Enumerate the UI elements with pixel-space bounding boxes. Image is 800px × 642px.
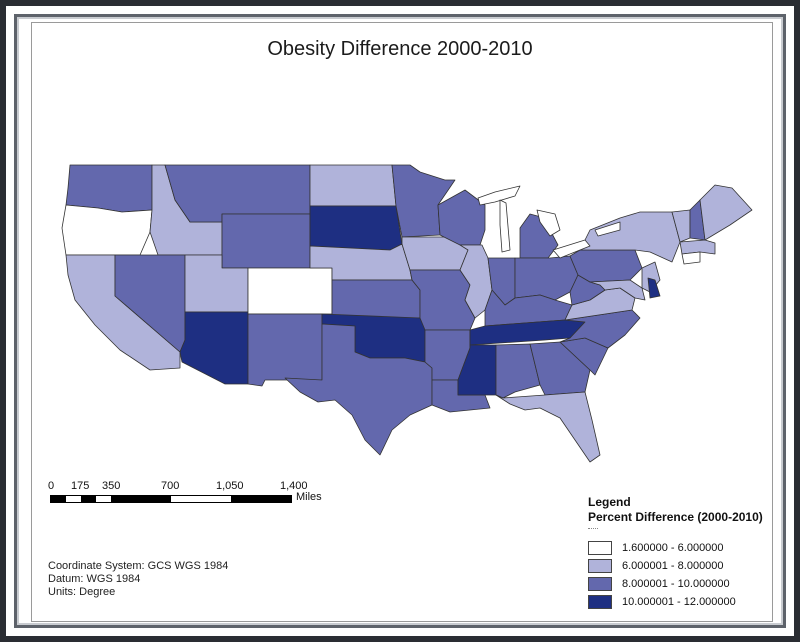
state-oregon	[61, 204, 153, 256]
scale-segment	[171, 496, 231, 502]
scale-tick-label: 175	[71, 480, 90, 492]
state-illinois	[459, 244, 493, 319]
lake-shape	[552, 239, 591, 259]
legend: Legend Percent Difference (2000-2010) 1.…	[588, 495, 763, 610]
scale-tick-label: 700	[161, 480, 180, 492]
state-ohio	[514, 255, 579, 301]
state-maine	[699, 184, 753, 241]
state-south-dakota	[309, 205, 403, 251]
scale-tick-label: 0	[48, 480, 55, 492]
state-montana	[164, 164, 311, 223]
state-connecticut	[681, 251, 701, 265]
legend-item: 8.000001 - 10.000000	[588, 575, 763, 592]
state-maryland	[589, 279, 646, 301]
scale-segment	[51, 496, 66, 502]
state-wisconsin	[437, 189, 486, 246]
scale-units: Miles	[296, 491, 322, 503]
state-florida	[495, 391, 601, 463]
state-minnesota	[391, 164, 456, 238]
state-arizona	[179, 311, 249, 385]
scale-segment	[81, 496, 96, 502]
lake-shape	[536, 209, 561, 237]
legend-label: 10.000001 - 12.000000	[622, 595, 736, 608]
state-north-dakota	[309, 164, 397, 207]
state-kentucky	[484, 289, 573, 327]
scale-segment	[231, 496, 291, 502]
coordinate-system: Coordinate System: GCS WGS 1984	[48, 560, 229, 572]
legend-label: 8.000001 - 10.000000	[622, 577, 730, 590]
lake-shape	[499, 199, 511, 253]
datum: Datum: WGS 1984	[48, 573, 141, 585]
scale-track	[50, 495, 292, 503]
scale-segment	[96, 496, 111, 502]
state-washington	[65, 164, 153, 213]
frame-inner-border	[14, 14, 786, 628]
coordinate-info: Coordinate System: GCS WGS 1984 Datum: W…	[48, 560, 228, 599]
lake-shape	[477, 185, 521, 206]
legend-subtitle: Percent Difference (2000-2010)	[588, 510, 763, 524]
legend-item: 6.000001 - 8.000000	[588, 557, 763, 574]
scale-segment	[66, 496, 81, 502]
legend-swatch	[588, 540, 612, 555]
legend-title: Legend	[588, 495, 631, 509]
legend-label: 1.600000 - 6.000000	[622, 541, 724, 554]
units: Units: Degree	[48, 586, 116, 598]
lake-shape	[594, 221, 621, 237]
scale-segment	[111, 496, 171, 502]
legend-item: 10.000001 - 12.000000	[588, 593, 763, 610]
scale-tick-label: 350	[102, 480, 121, 492]
state-new-mexico	[247, 313, 323, 387]
map-title: Obesity Difference 2000-2010	[267, 38, 533, 60]
state-kansas	[331, 279, 421, 319]
state-wyoming	[221, 213, 311, 269]
legend-item: 1.600000 - 6.000000	[588, 539, 763, 556]
scale-tick-label: 1,400	[280, 480, 308, 492]
scale-bar: 0 175 350 700 1,050 1,400 Miles	[44, 480, 344, 510]
legend-swatch	[588, 576, 612, 591]
scale-tick-label: 1,050	[216, 480, 244, 492]
legend-separator	[588, 528, 598, 535]
legend-swatch	[588, 594, 612, 609]
state-delaware	[647, 277, 661, 299]
legend-label: 6.000001 - 8.000000	[622, 559, 724, 572]
state-colorado	[247, 267, 333, 315]
legend-swatch	[588, 558, 612, 573]
state-north-carolina	[559, 309, 641, 349]
state-texas	[284, 323, 433, 456]
